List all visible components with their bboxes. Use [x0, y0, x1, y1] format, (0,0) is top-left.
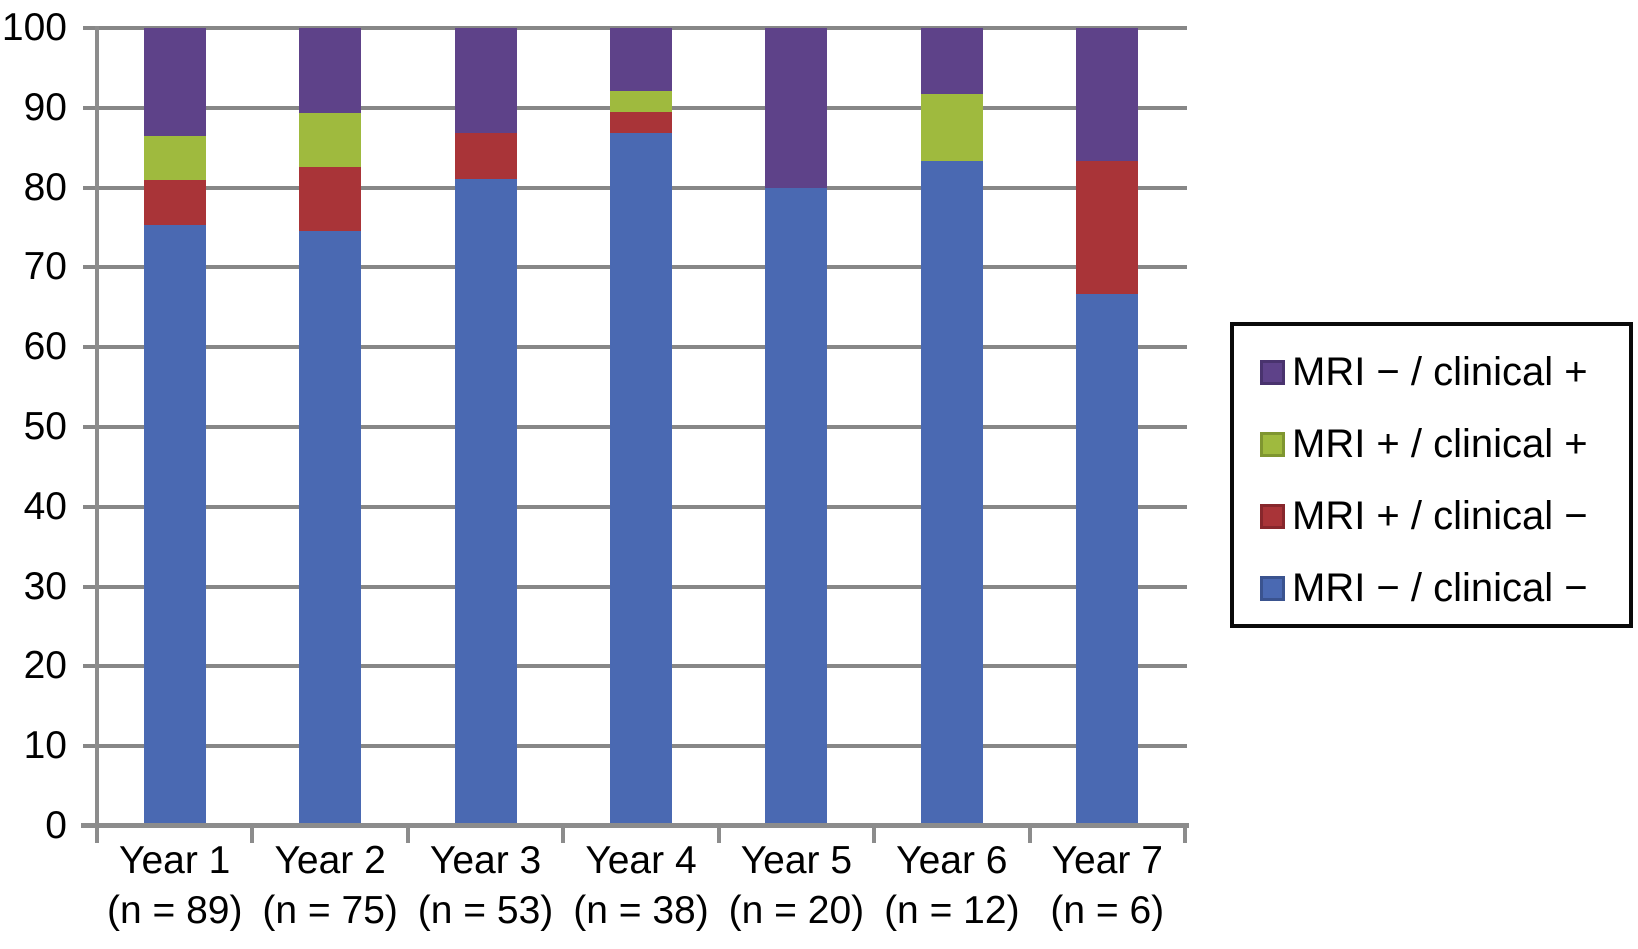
legend-item-label: MRI − / clinical −: [1292, 565, 1588, 610]
bar-segment-series-4: [299, 28, 362, 114]
x-category-label-7: Year 7 (n = 6): [1030, 836, 1185, 935]
bar-segment-series-2: [299, 166, 362, 231]
bar-segment-series-2: [1076, 161, 1139, 295]
y-axis-line: [95, 26, 99, 838]
bar-segment-series-1: [765, 187, 828, 826]
legend-swatch-icon: [1260, 575, 1285, 601]
legend-item-3: MRI + / clinical −: [1260, 480, 1629, 552]
y-axis-tick-label: 30: [23, 564, 67, 608]
bar-year-7: [1076, 28, 1139, 826]
bar-segment-series-1: [920, 160, 983, 826]
bar-year-3: [454, 28, 517, 826]
bar-segment-series-1: [610, 132, 672, 826]
legend-item-4: MRI − / clinical −: [1260, 552, 1629, 624]
x-category-n-label: (n = 6): [1050, 889, 1165, 932]
bar-segment-series-4: [1076, 28, 1139, 162]
x-category-n-label: (n = 75): [262, 889, 398, 932]
y-axis-tick-label: 40: [23, 484, 67, 528]
x-axis-tick: [405, 826, 410, 843]
x-category-year-label: Year 1: [119, 839, 231, 882]
y-axis-tick-label: 0: [45, 804, 67, 847]
x-category-year-label: Year 6: [896, 839, 1008, 882]
bar-segment-series-3: [610, 91, 672, 112]
x-category-year-label: Year 5: [740, 839, 853, 882]
y-axis-labels: 0 10 20 30 40 50 60 70 80 90 100: [0, 0, 67, 949]
legend-item-1: MRI − / clinical +: [1260, 336, 1629, 408]
bar-segment-series-3: [299, 113, 362, 167]
x-category-n-label: (n = 20): [728, 889, 865, 932]
legend-item-2: MRI + / clinical +: [1260, 408, 1629, 480]
x-category-n-label: (n = 12): [884, 889, 1020, 932]
y-axis-tick-label: 60: [23, 325, 67, 369]
bar-segment-series-4: [143, 28, 206, 136]
x-category-year-label: Year 3: [429, 839, 542, 882]
bar-segment-series-4: [610, 28, 672, 92]
legend-swatch-icon: [1260, 359, 1285, 385]
y-axis-tick-label: 50: [23, 405, 67, 448]
bar-year-2: [299, 28, 362, 826]
x-axis-tick: [872, 826, 877, 843]
legend-item-label: MRI − / clinical +: [1292, 349, 1588, 394]
x-category-label-4: Year 4 (n = 38): [563, 836, 718, 935]
y-axis-tick-label: 70: [23, 245, 67, 289]
x-category-label-5: Year 5 (n = 20): [719, 836, 874, 935]
legend-swatch-icon: [1260, 503, 1285, 529]
x-axis-tick: [561, 826, 566, 843]
bar-year-1: [143, 28, 206, 826]
x-axis-tick: [1027, 826, 1032, 843]
x-axis-tick: [716, 826, 721, 843]
bar-segment-series-1: [1076, 294, 1139, 826]
legend-swatch-icon: [1260, 431, 1285, 457]
x-category-year-label: Year 2: [274, 839, 386, 882]
bar-segment-series-2: [610, 111, 672, 133]
x-category-n-label: (n = 53): [417, 889, 554, 932]
bar-segment-series-2: [454, 133, 517, 179]
bar-segment-series-1: [143, 225, 206, 826]
plot-area: [81, 26, 1189, 843]
bar-segment-series-3: [920, 94, 983, 161]
y-axis-tick-label: 100: [1, 6, 67, 49]
bar-segment-series-1: [454, 178, 517, 826]
x-axis-line: [81, 823, 1189, 828]
bar-year-5: [765, 28, 828, 826]
gridline: [83, 26, 1187, 30]
legend: MRI − / clinical + MRI + / clinical + MRI …: [1230, 322, 1633, 628]
y-axis-tick-label: 80: [23, 165, 67, 209]
legend-item-label: MRI + / clinical +: [1292, 421, 1588, 466]
x-axis-labels: Year 1 (n = 89) Year 2 (n = 75) Year 3 (n = 5…: [97, 836, 1185, 935]
bar-segment-series-1: [299, 230, 362, 826]
bar-year-6: [920, 28, 983, 826]
x-category-n-label: (n = 38): [573, 889, 709, 932]
x-category-label-2: Year 2 (n = 75): [252, 836, 407, 935]
x-axis-tick: [1183, 826, 1187, 843]
x-category-label-1: Year 1 (n = 89): [97, 836, 252, 935]
legend-item-label: MRI + / clinical −: [1292, 493, 1588, 538]
x-category-n-label: (n = 89): [106, 889, 243, 932]
bar-segment-series-4: [454, 28, 517, 134]
y-axis-tick-label: 90: [23, 85, 67, 129]
bar-segment-series-4: [765, 28, 828, 188]
y-axis-tick-label: 10: [23, 724, 67, 768]
y-axis-tick-label: 20: [23, 644, 67, 688]
bar-year-4: [610, 28, 672, 826]
bars-layer: [97, 28, 1185, 826]
bar-segment-series-2: [143, 180, 206, 226]
x-category-label-6: Year 6 (n = 12): [874, 836, 1029, 935]
x-axis-tick: [250, 826, 255, 843]
x-axis-tick: [95, 826, 99, 843]
x-category-label-3: Year 3 (n = 53): [408, 836, 563, 935]
x-category-year-label: Year 7: [1051, 839, 1163, 882]
x-category-year-label: Year 4: [585, 839, 697, 882]
bar-segment-series-3: [143, 135, 206, 181]
bar-segment-series-4: [920, 28, 983, 95]
